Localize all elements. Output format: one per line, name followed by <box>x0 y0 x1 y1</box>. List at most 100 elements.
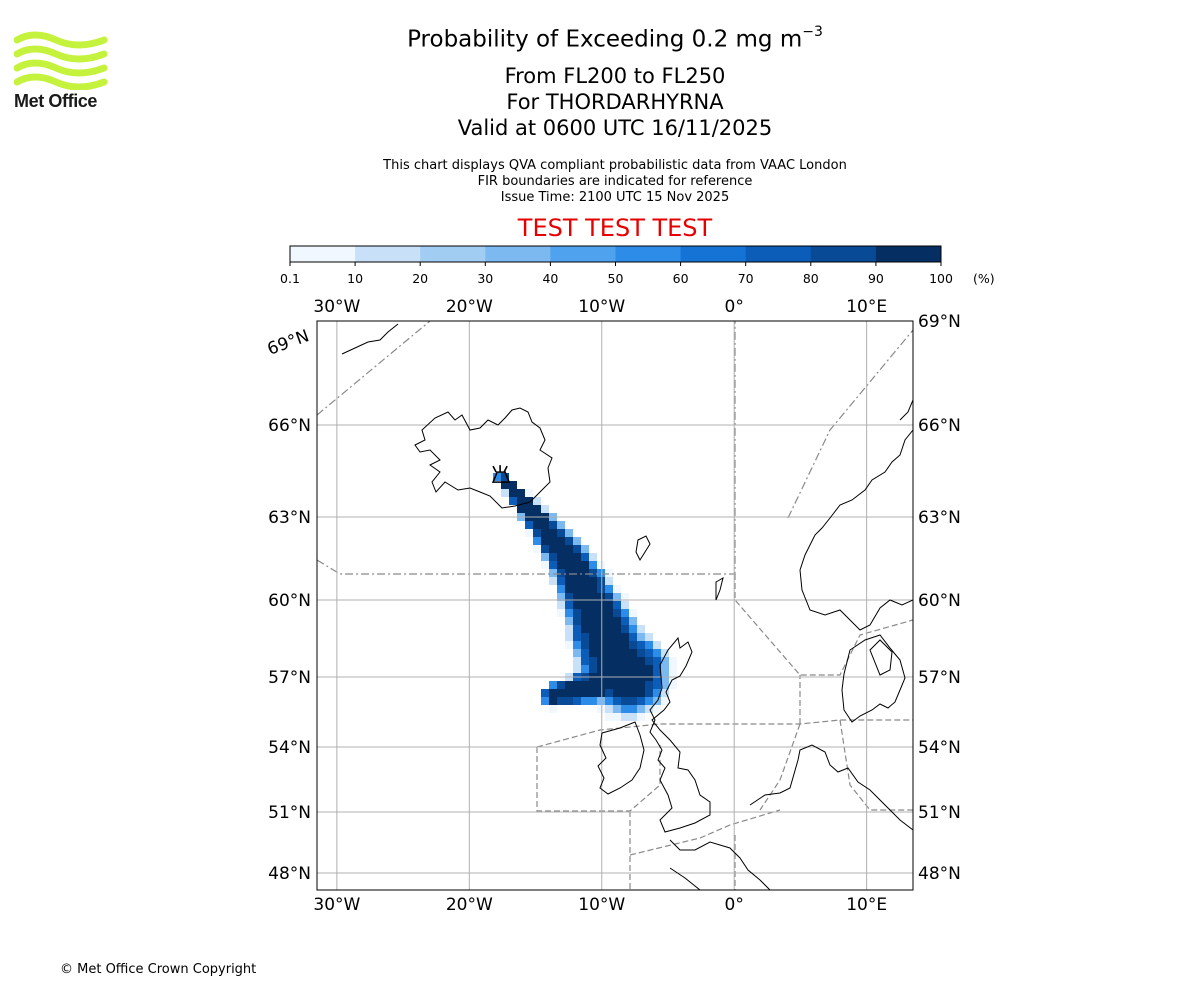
coastlines <box>341 323 913 890</box>
plume-cell <box>629 633 637 641</box>
plume-cell <box>629 705 637 713</box>
plume-cell <box>645 681 653 689</box>
lat-label-left: 48°N <box>268 864 311 884</box>
plume-cell <box>605 609 613 617</box>
plume-cell <box>549 705 557 713</box>
lat-label-left: 69°N <box>265 326 312 359</box>
plume-cell <box>645 697 653 705</box>
plume-cell <box>621 609 629 617</box>
plume-cell <box>613 585 621 593</box>
plume-cell <box>573 577 581 585</box>
plume-cell <box>557 529 565 537</box>
plume-cell <box>605 625 613 633</box>
plume-cell <box>557 697 565 705</box>
colorbar-cell <box>355 246 421 262</box>
plume-cell <box>589 665 597 673</box>
plume-cell <box>597 585 605 593</box>
plume-cell <box>621 665 629 673</box>
plume-cell <box>581 689 589 697</box>
plume-cell <box>597 665 605 673</box>
lon-label-top: 10°E <box>846 297 887 317</box>
plume-cell <box>621 689 629 697</box>
plume-cell <box>613 689 621 697</box>
plume-cell <box>557 577 565 585</box>
plume-cell <box>581 585 589 593</box>
plume-cell <box>661 689 669 697</box>
plume-cell <box>533 497 541 505</box>
plume-cell <box>669 681 677 689</box>
logo-waves-icon <box>13 31 108 91</box>
plume-cell <box>637 697 645 705</box>
plume-cell <box>581 697 589 705</box>
lat-label-left: 54°N <box>268 738 311 758</box>
plume-cell <box>661 681 669 689</box>
plume-cell <box>565 601 573 609</box>
test-banner: TEST TEST TEST <box>517 214 713 242</box>
plume-cell <box>541 689 549 697</box>
plume-cell <box>581 649 589 657</box>
plume-cell <box>565 609 573 617</box>
issue-time: Issue Time: 2100 UTC 15 Nov 2025 <box>500 190 730 205</box>
plume-cell <box>517 505 525 513</box>
plume-cell <box>637 649 645 657</box>
plume-cell <box>589 553 597 561</box>
plume-cell <box>573 665 581 673</box>
plume-cell <box>621 681 629 689</box>
lat-label-right: 54°N <box>918 738 961 758</box>
plume-cell <box>613 593 621 601</box>
plume-cell <box>621 625 629 633</box>
plume-cell <box>605 649 613 657</box>
plume-cell <box>533 545 541 553</box>
colorbar-tick-label: 100 <box>929 271 953 286</box>
plume-cell <box>581 561 589 569</box>
plume-cell <box>573 593 581 601</box>
plume-cell <box>613 601 621 609</box>
colorbar-tick-label: 50 <box>608 271 624 286</box>
plume-cell <box>549 697 557 705</box>
colorbar-tick-label: 70 <box>738 271 754 286</box>
note-fir: FIR boundaries are indicated for referen… <box>477 174 753 189</box>
plume-cell <box>605 633 613 641</box>
plume-cell <box>541 697 549 705</box>
plume-cell <box>629 617 637 625</box>
plume-cell <box>581 665 589 673</box>
lon-label-bottom: 30°W <box>313 895 360 910</box>
plume-cell <box>645 633 653 641</box>
plume-cell <box>645 665 653 673</box>
plume-cell <box>653 705 661 713</box>
plume-cell <box>589 609 597 617</box>
colorbar-tick-label: 40 <box>542 271 558 286</box>
ash-probability-plume <box>493 473 677 721</box>
lon-label-top: 0° <box>725 297 744 317</box>
plume-cell <box>621 657 629 665</box>
colorbar-cell <box>745 246 812 262</box>
plume-cell <box>637 641 645 649</box>
plume-cell <box>549 521 557 529</box>
plume-cell <box>597 697 605 705</box>
plume-cell <box>565 633 573 641</box>
plume-cell <box>541 561 549 569</box>
plume-cell <box>637 713 645 721</box>
lat-label-left: 51°N <box>268 803 311 823</box>
plume-cell <box>605 577 613 585</box>
plume-cell <box>565 553 573 561</box>
plume-cell <box>581 657 589 665</box>
graticule <box>317 321 913 890</box>
plume-cell <box>589 641 597 649</box>
plume-cell <box>605 593 613 601</box>
colorbar-tick-label: 60 <box>673 271 689 286</box>
plume-cell <box>589 577 597 585</box>
lon-label-bottom: 10°E <box>846 895 887 910</box>
plume-cell <box>549 529 557 537</box>
lon-label-top: 30°W <box>313 297 360 317</box>
plume-cell <box>573 609 581 617</box>
plume-cell <box>605 585 613 593</box>
plume-cell <box>581 569 589 577</box>
plume-cell <box>573 657 581 665</box>
plume-cell <box>573 553 581 561</box>
plume-cell <box>565 689 573 697</box>
logo-text: Met Office <box>14 91 98 111</box>
plume-cell <box>589 601 597 609</box>
plume-cell <box>597 593 605 601</box>
plume-cell <box>605 657 613 665</box>
